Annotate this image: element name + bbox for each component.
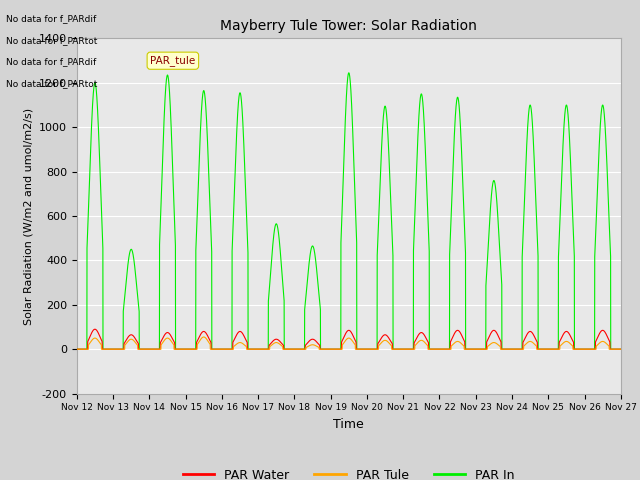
Title: Mayberry Tule Tower: Solar Radiation: Mayberry Tule Tower: Solar Radiation: [220, 19, 477, 33]
Legend: PAR Water, PAR Tule, PAR In: PAR Water, PAR Tule, PAR In: [178, 464, 520, 480]
Text: No data for f_PARdif: No data for f_PARdif: [6, 14, 97, 24]
Text: No data for f_PARtot: No data for f_PARtot: [6, 79, 98, 88]
Y-axis label: Solar Radiation (W/m2 and umol/m2/s): Solar Radiation (W/m2 and umol/m2/s): [24, 108, 33, 324]
Text: No data for f_PARdif: No data for f_PARdif: [6, 58, 97, 67]
X-axis label: Time: Time: [333, 418, 364, 431]
Text: No data for f_PARtot: No data for f_PARtot: [6, 36, 98, 45]
Text: PAR_tule: PAR_tule: [150, 55, 195, 66]
